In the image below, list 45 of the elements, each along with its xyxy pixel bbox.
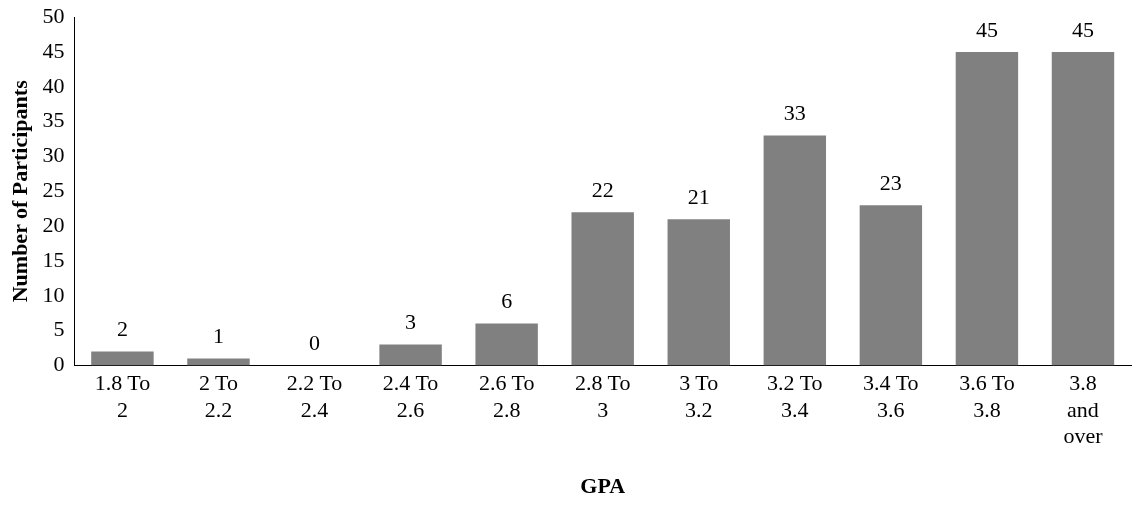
bar — [475, 323, 538, 366]
x-tick-label: 3.8 and over — [1063, 370, 1104, 449]
x-tick-label: 2 To 2.2 — [198, 370, 238, 422]
x-tick-label: 3.6 To 3.8 — [959, 370, 1015, 422]
bar — [667, 219, 730, 366]
data-label: 45 — [1071, 16, 1094, 42]
y-tick-label: 5 — [53, 316, 65, 342]
y-tick-label: 20 — [42, 211, 65, 237]
bar — [571, 212, 634, 366]
y-tick-label: 30 — [42, 142, 65, 168]
y-tick-label: 0 — [53, 351, 65, 377]
bar — [859, 205, 923, 366]
data-label: 0 — [309, 330, 321, 356]
data-label: 2 — [116, 316, 128, 342]
bar — [763, 135, 827, 366]
data-label: 33 — [783, 100, 806, 126]
data-label: 23 — [879, 170, 902, 196]
y-tick-label: 10 — [42, 281, 65, 307]
bar — [187, 358, 250, 366]
data-label: 21 — [687, 183, 710, 209]
data-label: 22 — [591, 176, 614, 202]
y-tick-label: 35 — [42, 107, 65, 133]
x-tick-label: 1.8 To 2 — [94, 370, 151, 422]
y-tick-label: 45 — [42, 37, 65, 63]
y-tick-label: 40 — [42, 72, 65, 98]
bar — [91, 351, 154, 366]
data-label: 3 — [405, 309, 417, 335]
x-tick-label: 3.2 To 3.4 — [767, 370, 823, 422]
x-axis-title: GPA — [580, 473, 626, 499]
data-label: 1 — [212, 323, 224, 349]
x-tick-label: 3 To 3.2 — [679, 370, 719, 422]
x-tick-label: 3.4 To 3.6 — [863, 370, 919, 422]
x-tick-label: 2.8 To 3 — [574, 370, 631, 422]
x-tick-label: 2.2 To 2.4 — [286, 370, 343, 422]
data-label: 45 — [975, 16, 998, 42]
data-label: 6 — [501, 288, 513, 314]
y-tick-label: 50 — [42, 2, 65, 28]
y-tick-label: 15 — [42, 246, 65, 272]
bar — [1051, 52, 1115, 366]
y-axis-title: Number of Participants — [6, 79, 32, 303]
bar — [379, 344, 442, 366]
y-tick-label: 25 — [42, 177, 65, 203]
x-tick-label: 2.4 To 2.6 — [382, 370, 439, 422]
bar — [955, 52, 1019, 366]
x-tick-label: 2.6 To 2.8 — [478, 370, 535, 422]
